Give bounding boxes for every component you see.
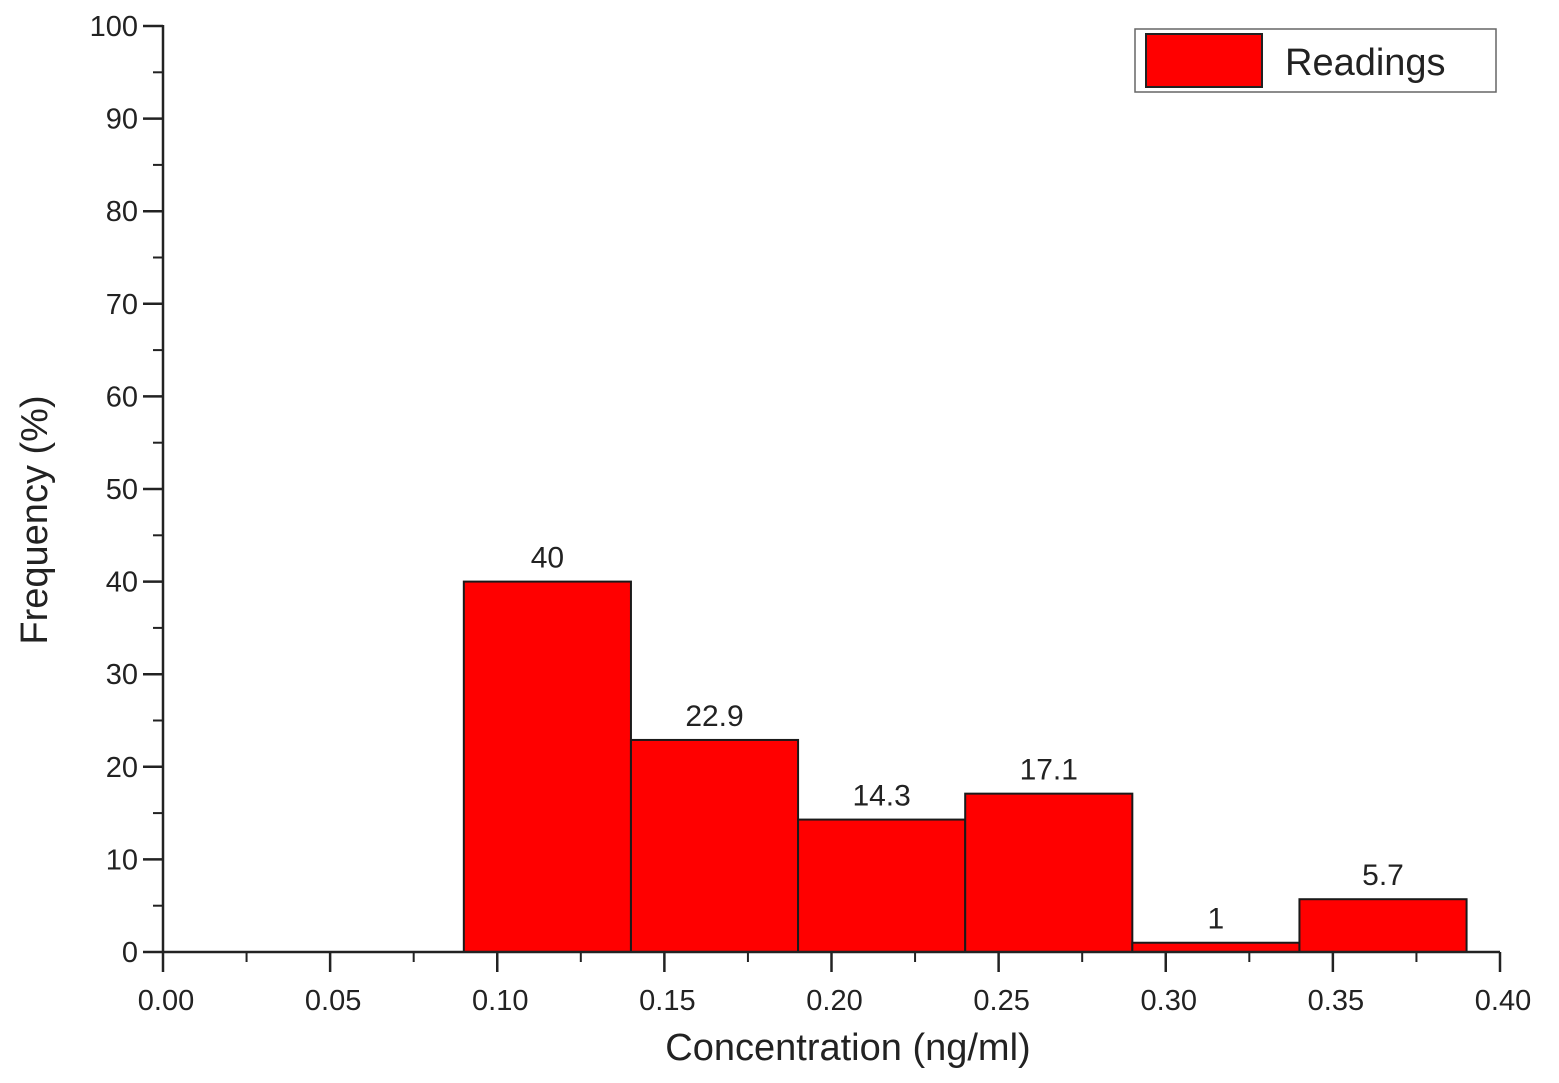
bar-5 — [1298, 898, 1468, 954]
bar-value-label: 40 — [531, 542, 564, 575]
legend-swatch — [1145, 33, 1263, 88]
y-tick-label: 80 — [106, 196, 138, 228]
y-tick-label: 0 — [122, 937, 138, 969]
x-tick-label: 0.30 — [1141, 985, 1197, 1017]
y-axis-title: Frequency (%) — [14, 395, 56, 644]
y-tick-label: 10 — [106, 844, 138, 876]
y-tick-label: 100 — [90, 11, 138, 43]
legend-label: Readings — [1285, 42, 1446, 84]
bar-value-label: 22.9 — [685, 700, 743, 733]
bar-0 — [462, 580, 632, 953]
bars-layer — [462, 580, 1468, 954]
x-tick-label: 0.40 — [1475, 985, 1531, 1017]
axes-layer: 0 10 20 30 40 50 60 70 80 90 100 0.00 0.05 0.10 0.15 0.… — [90, 11, 1532, 1017]
bar-value-label: 17.1 — [1020, 754, 1078, 787]
x-tick-label: 0.25 — [973, 985, 1029, 1017]
bar-value-label: 14.3 — [852, 780, 910, 813]
x-tick-label: 0.35 — [1308, 985, 1364, 1017]
y-tick-label: 60 — [106, 381, 138, 413]
y-tick-label: 90 — [106, 104, 138, 136]
x-tick-label: 0.10 — [472, 985, 528, 1017]
x-axis-title: Concentration (ng/ml) — [665, 1027, 1030, 1069]
bar-3 — [964, 792, 1134, 953]
y-tick-label: 30 — [106, 659, 138, 691]
y-tick-label: 40 — [106, 567, 138, 599]
bar-2 — [797, 818, 967, 953]
bar-4 — [1131, 941, 1301, 953]
data-labels-layer: 40 22.9 14.3 17.1 1 5.7 — [531, 542, 1404, 936]
bar-value-label: 5.7 — [1362, 859, 1404, 892]
bar-1 — [629, 738, 800, 953]
legend: Readings — [1134, 28, 1497, 93]
x-tick-label: 0.15 — [639, 985, 695, 1017]
x-tick-label: 0.00 — [138, 985, 194, 1017]
x-tick-label: 0.20 — [806, 985, 862, 1017]
y-tick-label: 50 — [106, 474, 138, 506]
y-tick-label: 70 — [106, 289, 138, 321]
y-tick-label: 20 — [106, 752, 138, 784]
x-tick-label: 0.05 — [305, 985, 361, 1017]
bar-value-label: 1 — [1208, 903, 1225, 936]
